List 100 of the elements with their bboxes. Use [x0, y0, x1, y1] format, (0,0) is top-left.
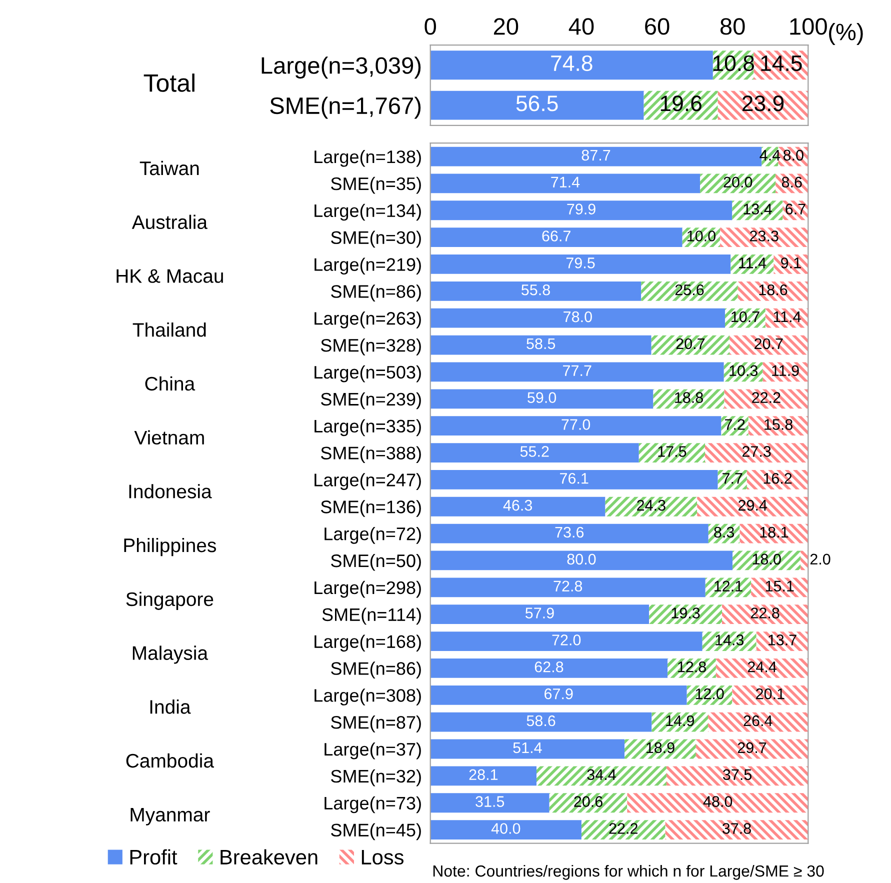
x-tick-label: 80 — [720, 18, 745, 35]
data-label: 87.7 — [582, 150, 610, 161]
data-label: 18.0 — [752, 554, 781, 565]
bar — [430, 712, 652, 732]
data-label: 29.4 — [738, 500, 768, 511]
y-tick-label: Large(n=73) — [324, 796, 421, 814]
data-label: 55.2 — [520, 446, 549, 457]
bar — [651, 335, 730, 355]
bar — [724, 389, 808, 409]
data-label: 12.1 — [714, 580, 742, 592]
y-tick-label: SME(n=87) — [331, 716, 421, 732]
bar — [430, 50, 713, 80]
text: Taiwan — [140, 160, 199, 176]
data-label: 62.8 — [534, 661, 564, 672]
data-label: 58.5 — [526, 338, 556, 350]
y-tick-label: Large(n=134) — [314, 204, 421, 221]
bar — [746, 470, 808, 490]
bar — [624, 739, 696, 759]
data-label: 14.9 — [666, 715, 694, 726]
data-label: 18.8 — [675, 392, 703, 403]
data-label: 12.8 — [678, 661, 706, 672]
bar — [730, 335, 808, 355]
bar — [430, 281, 642, 301]
bar — [720, 228, 808, 247]
data-label: 15.8 — [764, 419, 792, 430]
bar — [748, 416, 808, 436]
legend-label: Loss — [362, 850, 404, 865]
x-tick-label: 60 — [645, 18, 670, 35]
bar — [800, 550, 808, 570]
data-label: 55.8 — [522, 284, 550, 296]
y-tick-label: SME(n=328) — [320, 338, 421, 356]
data-label: 11.9 — [772, 365, 799, 376]
bar — [668, 658, 716, 678]
bar — [430, 604, 650, 624]
y-tick-label: SME(n=32) — [331, 769, 421, 786]
bar — [730, 254, 774, 274]
data-label: 20.6 — [574, 796, 602, 807]
y-tick-label: Large(n=72) — [324, 527, 421, 544]
bar — [627, 793, 808, 813]
data-label: 13.7 — [768, 634, 796, 646]
bar — [652, 712, 708, 732]
bar — [430, 496, 606, 516]
bar — [430, 308, 726, 328]
data-label: 40.0 — [491, 823, 520, 834]
y-tick-label: SME(n=86) — [331, 284, 421, 302]
bar — [705, 578, 752, 598]
data-label: 77.7 — [563, 365, 592, 376]
bar — [430, 658, 668, 678]
text: HK & Macau — [116, 269, 223, 283]
bar — [430, 174, 700, 194]
y-tick-label: SME(n=114) — [322, 608, 421, 625]
data-label: 24.4 — [748, 661, 776, 672]
bar — [430, 793, 550, 813]
text: Indonesia — [129, 484, 212, 498]
data-label: 72.8 — [554, 580, 582, 592]
data-label: 79.9 — [567, 204, 596, 214]
bar — [430, 254, 731, 274]
text: Total — [144, 74, 194, 92]
data-label: 19.3 — [672, 608, 700, 618]
y-tick-label: Large(n=263) — [314, 312, 421, 328]
bar — [430, 766, 537, 786]
data-label: 72.0 — [552, 634, 581, 646]
data-label: 74.8 — [551, 55, 592, 72]
data-label: 15.1 — [766, 580, 794, 592]
bar — [430, 632, 702, 651]
y-tick-label: SME(n=86) — [331, 662, 421, 678]
y-tick-label: Large(n=247) — [314, 473, 421, 490]
bar — [644, 90, 718, 120]
y-tick-label: SME(n=1,767) — [270, 96, 421, 119]
data-label: 34.4 — [587, 769, 616, 780]
data-label: 28.1 — [469, 769, 498, 780]
data-label: 17.5 — [658, 446, 686, 457]
bar — [605, 496, 698, 516]
bar — [430, 389, 654, 409]
bar — [702, 632, 756, 651]
bar — [430, 578, 706, 598]
x-tick-label: 20 — [494, 18, 518, 35]
bar — [697, 496, 808, 516]
text: Myanmar — [130, 808, 210, 826]
data-label: 22.2 — [752, 392, 780, 403]
bar — [696, 739, 808, 759]
y-tick-label: SME(n=50) — [331, 554, 421, 571]
data-label: 80.0 — [567, 554, 596, 565]
data-label: 10.8 — [713, 55, 754, 72]
y-tick-label: Large(n=168) — [314, 634, 421, 652]
data-label: 79.5 — [566, 258, 595, 268]
bar — [430, 739, 625, 759]
data-label: 23.3 — [750, 230, 778, 242]
x-tick-label: 100 — [790, 18, 827, 35]
data-label: 18.1 — [760, 526, 788, 538]
data-label: 22.2 — [609, 823, 638, 834]
data-label: 8.6 — [782, 176, 802, 188]
y-tick-label: SME(n=388) — [320, 446, 421, 464]
bar — [665, 820, 808, 840]
bar — [765, 308, 808, 328]
y-tick-label: Large(n=3,039) — [262, 56, 421, 79]
y-tick-label: SME(n=35) — [331, 176, 421, 194]
text: Thailand — [132, 322, 206, 337]
data-label: 6.7 — [786, 204, 806, 214]
y-tick-label: Large(n=219) — [314, 258, 421, 275]
